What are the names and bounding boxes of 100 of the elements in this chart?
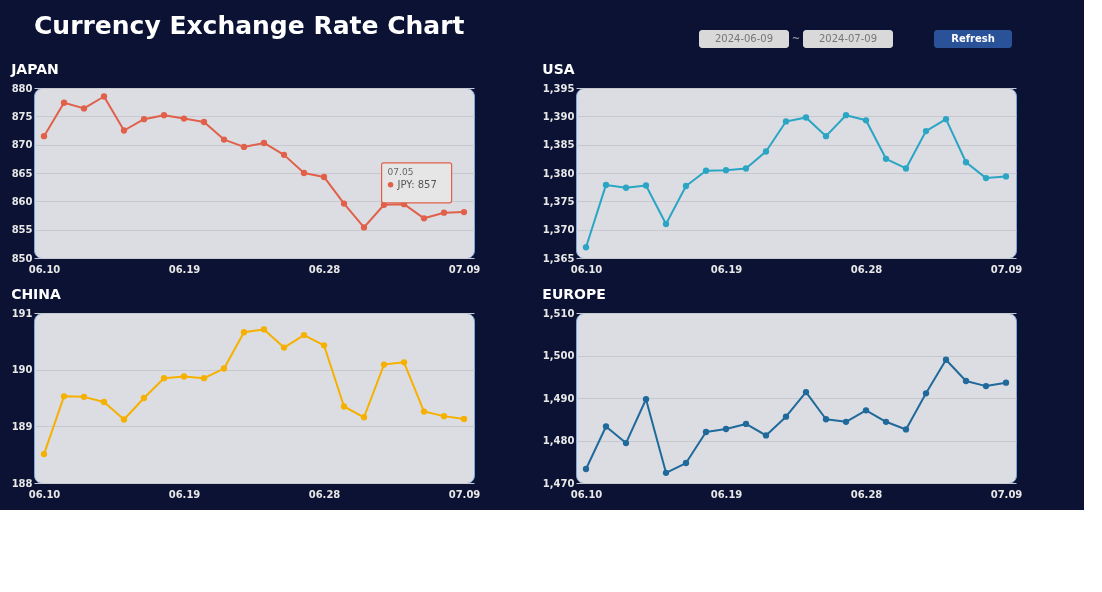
x-tick-label: 06.10 (28, 488, 61, 500)
y-tick-label: 875 (11, 110, 33, 122)
y-tick-label: 1,510 (542, 307, 575, 319)
point (1002, 173, 1010, 180)
point (582, 244, 590, 251)
y-tick-label: 188 (11, 477, 33, 489)
y-tick-label: 850 (11, 252, 33, 264)
x-tick-label: 07.09 (448, 263, 481, 275)
point (120, 127, 128, 134)
point (260, 139, 268, 147)
point (360, 224, 368, 231)
point (762, 148, 770, 155)
text: Refresh (951, 33, 995, 44)
chart-title: EUROPE (542, 286, 606, 302)
y-tick-label: 880 (11, 82, 33, 94)
x-tick-label: 06.10 (570, 488, 603, 500)
x-tick-label: 06.19 (168, 488, 201, 500)
point (360, 414, 368, 421)
point (842, 418, 850, 425)
x-tick-label: 07.09 (448, 488, 481, 500)
point (642, 182, 650, 189)
point (702, 167, 710, 174)
point (782, 413, 790, 420)
x-tick-label: 06.19 (710, 488, 743, 500)
point (1002, 379, 1010, 386)
point (160, 375, 168, 382)
annotation: JPY: 857 (396, 178, 437, 190)
point (902, 426, 910, 433)
point (742, 165, 750, 172)
y-tick-label: 1,480 (542, 435, 575, 446)
point (642, 396, 650, 403)
point (602, 181, 610, 189)
point (862, 117, 870, 124)
point (100, 93, 108, 100)
point (782, 118, 790, 125)
y-tick-label: 1,375 (542, 195, 575, 207)
y-tick-label: 1,380 (542, 167, 575, 179)
point (862, 407, 870, 414)
point (60, 99, 68, 106)
point (622, 184, 630, 191)
point (140, 394, 148, 402)
point (240, 329, 248, 336)
point (440, 412, 448, 420)
point (762, 432, 770, 439)
point (60, 393, 68, 400)
point (662, 469, 670, 476)
y-tick-label: 190 (11, 364, 33, 376)
y-tick-label: 1,395 (542, 82, 575, 94)
point (160, 112, 168, 119)
point (420, 215, 428, 222)
point (180, 373, 188, 380)
point (582, 465, 590, 473)
point (942, 116, 950, 123)
y-tick-label: 189 (11, 420, 33, 432)
point (220, 365, 228, 372)
x-tick-label: 06.28 (850, 488, 883, 500)
y-tick-label: 1,470 (542, 477, 575, 489)
point (200, 118, 208, 126)
point (602, 423, 610, 430)
point (40, 133, 48, 140)
point (682, 182, 690, 190)
y-tick-label: 1,370 (542, 224, 575, 236)
text: Currency Exchange Rate Chart (34, 11, 465, 40)
point (702, 428, 710, 436)
y-tick-label: 860 (11, 195, 33, 207)
text: 2024-07-09 (818, 33, 878, 44)
point (982, 174, 990, 182)
point (822, 133, 830, 140)
x-tick-label: 06.10 (28, 263, 61, 275)
x-tick-label: 06.19 (710, 263, 743, 275)
point (440, 209, 448, 216)
x-tick-label: 06.10 (570, 263, 603, 275)
point (340, 403, 348, 410)
chart-title: CHINA (11, 286, 62, 302)
point (260, 326, 268, 333)
point (80, 393, 88, 401)
x-tick-label: 06.28 (850, 263, 883, 275)
point (300, 169, 308, 177)
point (882, 418, 890, 425)
y-tick-label: 1,490 (542, 392, 575, 404)
point (802, 114, 810, 121)
point (722, 167, 730, 174)
point (662, 220, 670, 228)
point (962, 159, 970, 166)
point (240, 143, 248, 151)
point (982, 382, 990, 390)
y-tick-label: 1,500 (542, 350, 575, 361)
point (80, 105, 88, 112)
y-tick-label: 1,390 (542, 110, 575, 122)
point (280, 344, 288, 351)
point (400, 359, 408, 366)
point (942, 356, 950, 363)
y-tick-label: 870 (11, 139, 33, 151)
point (220, 136, 228, 143)
x-tick-label: 07.09 (990, 488, 1023, 500)
annotation: 07.05 (387, 166, 414, 177)
point (802, 388, 810, 396)
point (340, 200, 348, 207)
point (460, 208, 468, 216)
point (140, 116, 148, 123)
